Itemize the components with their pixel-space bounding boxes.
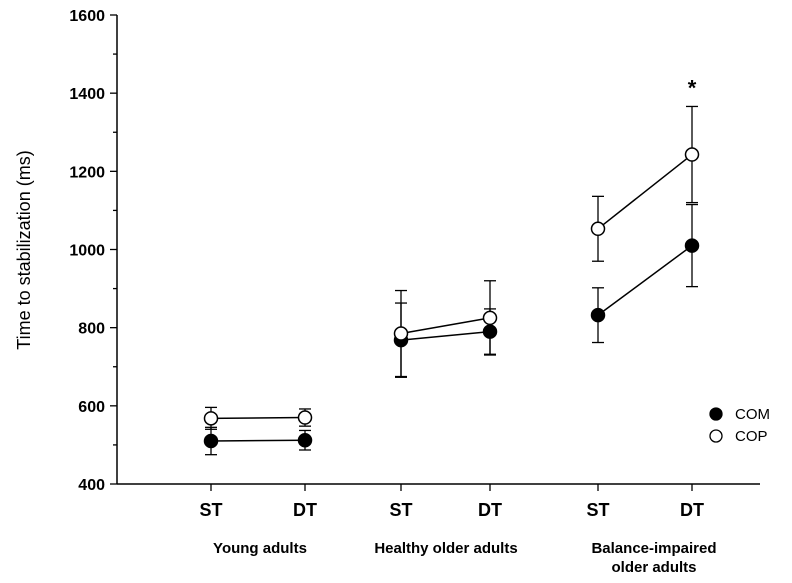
- condition-label: ST: [586, 500, 609, 520]
- y-tick-label: 400: [78, 477, 105, 494]
- annotations: *: [688, 75, 697, 100]
- series-line: [597, 153, 693, 230]
- legend-label: COP: [735, 428, 768, 445]
- y-tick-label: 1000: [69, 243, 105, 260]
- condition-label: ST: [389, 500, 412, 520]
- legend: COM COP: [709, 406, 770, 445]
- condition-label: ST: [199, 500, 222, 520]
- group-1: ST DT Healthy older adults: [374, 280, 518, 557]
- cop-point: [590, 221, 606, 237]
- y-axis-title: Time to stabilization (ms): [14, 150, 34, 349]
- com-point: [482, 324, 498, 339]
- com-point: [297, 432, 313, 448]
- series-line: [210, 439, 306, 442]
- legend-marker: [709, 429, 723, 443]
- condition-label: DT: [478, 500, 502, 520]
- legend-marker: [709, 407, 723, 421]
- com-point: [590, 307, 606, 323]
- group-2: ST DT Balance-impaired older adults: [586, 105, 717, 576]
- series-cop: [395, 280, 496, 378]
- y-tick-label: 600: [78, 399, 105, 416]
- series-com: [205, 426, 311, 456]
- y-ticks: 400 600 800 1000 1200 1400 1600: [69, 8, 117, 494]
- group-0: ST DT Young adults: [199, 406, 317, 557]
- cop-point: [203, 411, 219, 426]
- cop-point: [482, 310, 498, 326]
- com-point: [203, 433, 219, 449]
- series-line: [400, 317, 491, 335]
- y-tick-label: 1400: [69, 86, 105, 103]
- group-label: Balance-impaired older adults: [591, 540, 716, 576]
- series-com: [592, 203, 698, 344]
- significance-marker: *: [688, 75, 697, 100]
- series-com: [395, 302, 496, 378]
- com-point: [684, 238, 700, 253]
- y-tick-label: 1600: [69, 8, 105, 25]
- cop-point: [297, 410, 313, 425]
- legend-label: COM: [735, 406, 770, 423]
- cop-point: [393, 326, 409, 341]
- plot-groups: ST DT Young adults ST DT Healthy older adults…: [199, 105, 717, 576]
- series-line: [400, 330, 491, 341]
- y-tick-label: 1200: [69, 164, 105, 181]
- series-line: [210, 416, 306, 420]
- series-cop: [205, 406, 311, 430]
- y-tick-label: 800: [78, 321, 105, 338]
- group-label: Young adults: [213, 540, 307, 557]
- group-label: Healthy older adults: [374, 540, 517, 557]
- condition-label: DT: [680, 500, 704, 520]
- condition-label: DT: [293, 500, 317, 520]
- series-cop: [592, 105, 698, 262]
- series-line: [597, 244, 693, 316]
- cop-point: [684, 147, 700, 162]
